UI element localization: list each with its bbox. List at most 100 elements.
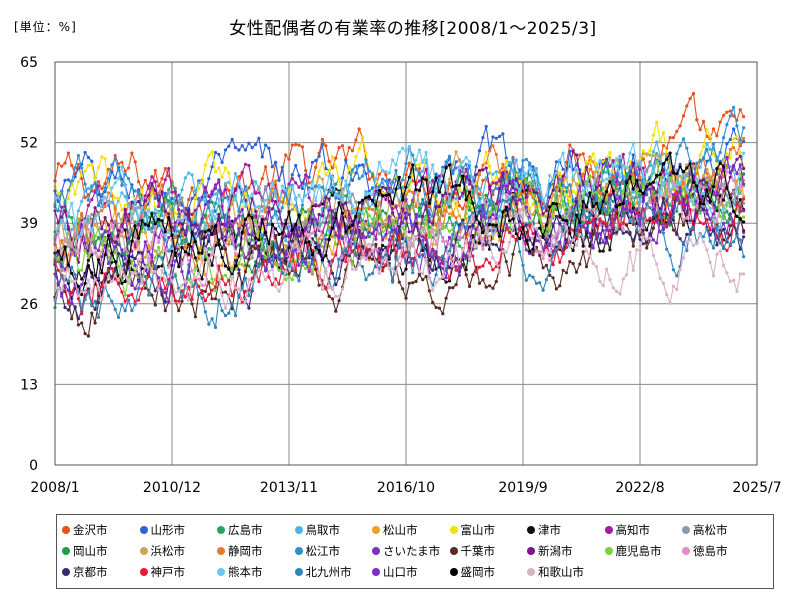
- data-point: [554, 202, 559, 206]
- data-point: [350, 209, 355, 213]
- data-point: [457, 183, 462, 187]
- data-point: [337, 299, 341, 303]
- data-point: [695, 161, 699, 165]
- data-point: [317, 237, 321, 241]
- data-point: [645, 202, 649, 206]
- data-point: [340, 258, 345, 262]
- data-point: [133, 224, 137, 228]
- data-point: [701, 174, 706, 178]
- data-point: [113, 181, 117, 185]
- data-point: [317, 212, 321, 217]
- data-point: [320, 214, 324, 218]
- data-point: [457, 204, 462, 208]
- data-point: [558, 180, 562, 184]
- data-point: [270, 247, 274, 251]
- data-point: [381, 255, 385, 259]
- data-point: [568, 183, 572, 187]
- data-point: [96, 165, 101, 169]
- data-point: [631, 217, 635, 221]
- data-point: [177, 193, 181, 197]
- data-point: [655, 153, 659, 157]
- data-point: [300, 186, 304, 191]
- data-point: [661, 196, 666, 200]
- data-point: [243, 162, 248, 166]
- data-point: [274, 243, 278, 247]
- data-point: [180, 245, 184, 249]
- data-point: [217, 243, 221, 247]
- data-point: [86, 214, 90, 218]
- data-point: [304, 210, 308, 214]
- data-point: [193, 256, 197, 260]
- data-point: [153, 289, 157, 293]
- data-point: [70, 317, 74, 321]
- data-point: [454, 197, 458, 201]
- data-point: [678, 162, 682, 166]
- data-point: [608, 196, 612, 200]
- data-point: [367, 177, 371, 181]
- data-point: [421, 198, 425, 202]
- data-point: [421, 235, 425, 239]
- data-point: [681, 202, 686, 206]
- data-point: [705, 128, 709, 132]
- data-point: [594, 208, 599, 212]
- data-point: [173, 211, 177, 215]
- data-point: [157, 224, 161, 228]
- data-point: [327, 260, 331, 264]
- data-point: [213, 224, 218, 228]
- data-point: [594, 201, 599, 205]
- data-point: [554, 160, 559, 164]
- data-point: [421, 214, 425, 218]
- data-point: [106, 183, 111, 187]
- data-point: [70, 301, 74, 305]
- data-point: [437, 204, 441, 209]
- data-point: [524, 195, 528, 199]
- data-point: [618, 203, 622, 207]
- data-point: [538, 226, 542, 230]
- data-point: [180, 227, 184, 231]
- data-point: [732, 137, 736, 141]
- data-point: [83, 281, 87, 285]
- data-point: [722, 221, 726, 225]
- data-point: [581, 250, 585, 254]
- data-point: [193, 232, 197, 236]
- data-point: [260, 248, 264, 252]
- data-point: [100, 243, 104, 247]
- data-point: [274, 160, 278, 164]
- data-point: [631, 203, 635, 207]
- data-point: [725, 170, 729, 174]
- data-point: [394, 187, 398, 191]
- data-point: [514, 158, 518, 162]
- data-point: [494, 170, 498, 174]
- data-point: [60, 205, 64, 209]
- data-point: [200, 291, 204, 295]
- data-point: [264, 185, 268, 189]
- data-point: [167, 299, 171, 303]
- data-point: [90, 212, 94, 217]
- data-point: [120, 165, 124, 169]
- data-point: [66, 244, 70, 248]
- data-point: [93, 216, 97, 220]
- data-point: [421, 160, 425, 164]
- data-point: [243, 191, 248, 195]
- data-point: [70, 243, 74, 248]
- data-point: [574, 213, 579, 217]
- data-point: [350, 178, 355, 182]
- data-point: [284, 188, 288, 192]
- data-point: [210, 165, 214, 169]
- data-point: [207, 292, 211, 297]
- data-point: [528, 249, 532, 253]
- data-point: [625, 166, 629, 170]
- data-point: [601, 199, 605, 204]
- data-point: [210, 222, 214, 226]
- data-point: [534, 239, 539, 243]
- data-point: [193, 196, 197, 200]
- data-point: [511, 209, 515, 213]
- data-point: [103, 216, 107, 220]
- data-point: [284, 239, 288, 243]
- data-point: [434, 273, 438, 277]
- data-point: [327, 216, 331, 220]
- data-point: [56, 225, 60, 229]
- data-point: [681, 114, 686, 118]
- data-point: [518, 188, 522, 192]
- data-point: [327, 220, 331, 224]
